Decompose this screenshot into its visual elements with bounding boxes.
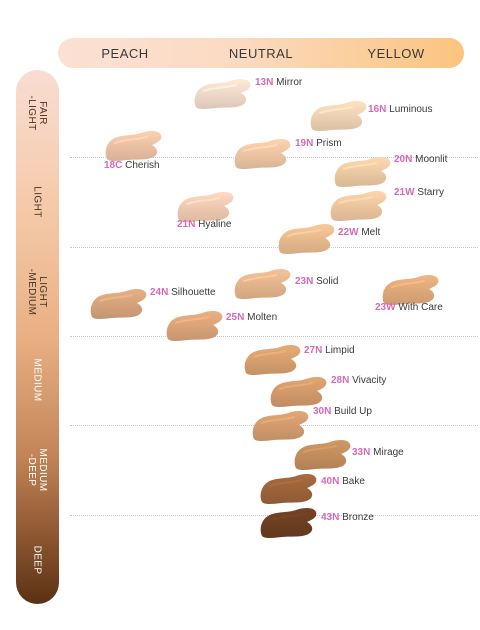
swatch-21n xyxy=(175,190,235,224)
shade-name: Vivacity xyxy=(349,375,387,386)
swatch-13n xyxy=(192,77,252,111)
swatch-40n xyxy=(258,472,318,506)
shade-label-23w: 23W With Care xyxy=(375,302,443,314)
shade-name: Melt xyxy=(358,227,381,238)
shade-name: Bake xyxy=(339,476,365,487)
shade-label-16n: 16N Luminous xyxy=(368,104,433,116)
shade-name: Build Up xyxy=(331,406,372,417)
swatch-23n xyxy=(232,267,292,301)
header-label-yellow: YELLOW xyxy=(367,46,425,61)
shade-code: 13N xyxy=(255,77,274,88)
swatch-24n xyxy=(88,287,148,321)
shade-name: Solid xyxy=(313,276,339,287)
header-label-peach: PEACH xyxy=(101,46,149,61)
depth-label-medium: MEDIUM xyxy=(31,358,43,402)
shade-name: Moonlit xyxy=(412,154,448,165)
shade-label-20n: 20N Moonlit xyxy=(394,154,447,166)
shade-code: 21N xyxy=(177,219,196,230)
shade-label-27n: 27N Limpid xyxy=(304,345,355,357)
depth-label-medium-deep: MEDIUM -DEEP xyxy=(26,448,48,492)
shade-name: Bronze xyxy=(339,512,374,523)
shade-label-43n: 43N Bronze xyxy=(321,512,374,524)
shade-label-21n: 21N Hyaline xyxy=(177,219,232,231)
shade-name: With Care xyxy=(395,302,443,313)
shade-code: 23W xyxy=(375,302,396,313)
shade-code: 23N xyxy=(295,276,314,287)
shade-code: 43N xyxy=(321,512,340,523)
shade-name: Hyaline xyxy=(195,219,232,230)
shade-code: 18C xyxy=(104,160,123,171)
depth-sidebar xyxy=(16,70,59,604)
swatch-20n xyxy=(332,155,392,189)
swatch-16n xyxy=(308,99,368,133)
shade-name: Limpid xyxy=(322,345,355,356)
swatch-23w xyxy=(380,273,440,307)
shade-name: Molten xyxy=(244,312,278,323)
row-divider xyxy=(70,336,478,337)
shade-label-21w: 21W Starry xyxy=(394,187,444,199)
shade-label-30n: 30N Build Up xyxy=(313,406,372,418)
shade-label-18c: 18C Cherish xyxy=(104,160,160,172)
shade-code: 33N xyxy=(352,447,371,458)
shade-code: 20N xyxy=(394,154,413,165)
shade-name: Prism xyxy=(313,138,342,149)
shade-code: 40N xyxy=(321,476,340,487)
swatch-22w xyxy=(276,222,336,256)
shade-code: 24N xyxy=(150,287,169,298)
swatch-19n xyxy=(232,137,292,171)
depth-label-light-medium: LIGHT -MEDIUM xyxy=(26,268,48,316)
shade-code: 19N xyxy=(295,138,314,149)
shade-code: 28N xyxy=(331,375,350,386)
shade-code: 16N xyxy=(368,104,387,115)
undertone-header-bar: PEACH NEUTRAL YELLOW xyxy=(58,38,464,68)
shade-label-33n: 33N Mirage xyxy=(352,447,404,459)
shade-label-40n: 40N Bake xyxy=(321,476,365,488)
shade-label-23n: 23N Solid xyxy=(295,276,338,288)
depth-label-light: LIGHT xyxy=(31,186,43,218)
shade-label-28n: 28N Vivacity xyxy=(331,375,386,387)
shade-code: 25N xyxy=(226,312,245,323)
row-divider xyxy=(70,247,478,248)
shade-code: 22W xyxy=(338,227,359,238)
shade-code: 27N xyxy=(304,345,323,356)
swatch-33n xyxy=(292,438,352,472)
depth-label-deep: DEEP xyxy=(31,545,43,575)
shade-name: Cherish xyxy=(122,160,160,171)
swatch-27n xyxy=(242,343,302,377)
shade-name: Luminous xyxy=(386,104,433,115)
shade-name: Mirror xyxy=(273,77,303,88)
swatch-30n xyxy=(250,409,310,443)
swatch-28n xyxy=(268,375,328,409)
shade-name: Silhouette xyxy=(168,287,216,298)
shade-label-22w: 22W Melt xyxy=(338,227,380,239)
shade-label-19n: 19N Prism xyxy=(295,138,342,150)
depth-label-fair-light: FAIR -LIGHT xyxy=(26,95,48,131)
shade-label-25n: 25N Molten xyxy=(226,312,277,324)
shade-code: 21W xyxy=(394,187,415,198)
swatch-18c xyxy=(103,129,163,163)
swatch-43n xyxy=(258,506,318,540)
swatch-21w xyxy=(328,189,388,223)
shade-name: Mirage xyxy=(370,447,404,458)
swatch-25n xyxy=(164,309,224,343)
header-label-neutral: NEUTRAL xyxy=(228,46,294,61)
shade-name: Starry xyxy=(414,187,445,198)
shade-label-24n: 24N Silhouette xyxy=(150,287,216,299)
shade-label-13n: 13N Mirror xyxy=(255,77,302,89)
shade-code: 30N xyxy=(313,406,332,417)
